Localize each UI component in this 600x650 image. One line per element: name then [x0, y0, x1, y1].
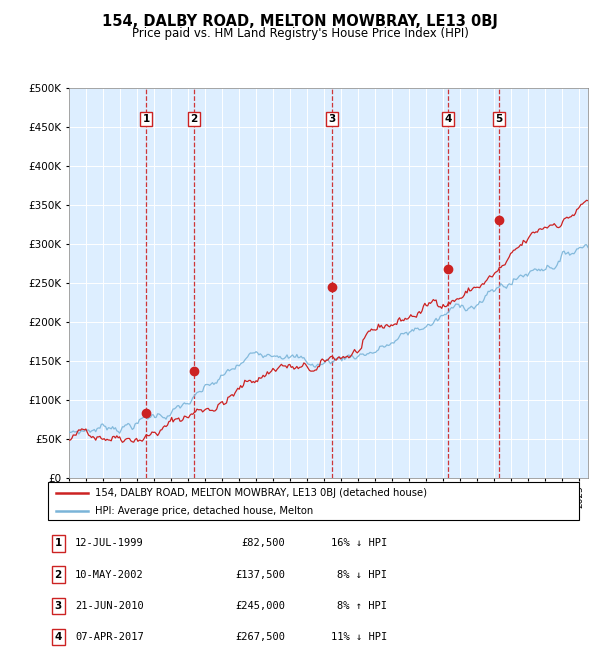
Text: 16% ↓ HPI: 16% ↓ HPI — [331, 538, 387, 549]
FancyBboxPatch shape — [52, 629, 65, 645]
Text: 2: 2 — [191, 114, 198, 124]
Text: 07-APR-2017: 07-APR-2017 — [75, 632, 144, 642]
Text: 12-JUL-1999: 12-JUL-1999 — [75, 538, 144, 549]
Text: 10-MAY-2002: 10-MAY-2002 — [75, 569, 144, 580]
Text: £245,000: £245,000 — [235, 601, 285, 611]
Text: 154, DALBY ROAD, MELTON MOWBRAY, LE13 0BJ (detached house): 154, DALBY ROAD, MELTON MOWBRAY, LE13 0B… — [95, 488, 427, 498]
Text: 3: 3 — [329, 114, 336, 124]
Text: Price paid vs. HM Land Registry's House Price Index (HPI): Price paid vs. HM Land Registry's House … — [131, 27, 469, 40]
Text: £82,500: £82,500 — [241, 538, 285, 549]
FancyBboxPatch shape — [48, 482, 579, 520]
Text: HPI: Average price, detached house, Melton: HPI: Average price, detached house, Melt… — [95, 506, 313, 515]
FancyBboxPatch shape — [52, 597, 65, 614]
Text: 2: 2 — [55, 569, 62, 580]
FancyBboxPatch shape — [52, 535, 65, 552]
Text: £267,500: £267,500 — [235, 632, 285, 642]
Text: 1: 1 — [143, 114, 150, 124]
Text: 8% ↑ HPI: 8% ↑ HPI — [337, 601, 387, 611]
Text: 11% ↓ HPI: 11% ↓ HPI — [331, 632, 387, 642]
Text: £137,500: £137,500 — [235, 569, 285, 580]
FancyBboxPatch shape — [52, 566, 65, 583]
Text: 3: 3 — [55, 601, 62, 611]
Text: 21-JUN-2010: 21-JUN-2010 — [75, 601, 144, 611]
Text: 154, DALBY ROAD, MELTON MOWBRAY, LE13 0BJ: 154, DALBY ROAD, MELTON MOWBRAY, LE13 0B… — [102, 14, 498, 29]
Text: 4: 4 — [55, 632, 62, 642]
Text: 5: 5 — [495, 114, 502, 124]
Text: 1: 1 — [55, 538, 62, 549]
Text: 4: 4 — [444, 114, 452, 124]
Text: 8% ↓ HPI: 8% ↓ HPI — [337, 569, 387, 580]
